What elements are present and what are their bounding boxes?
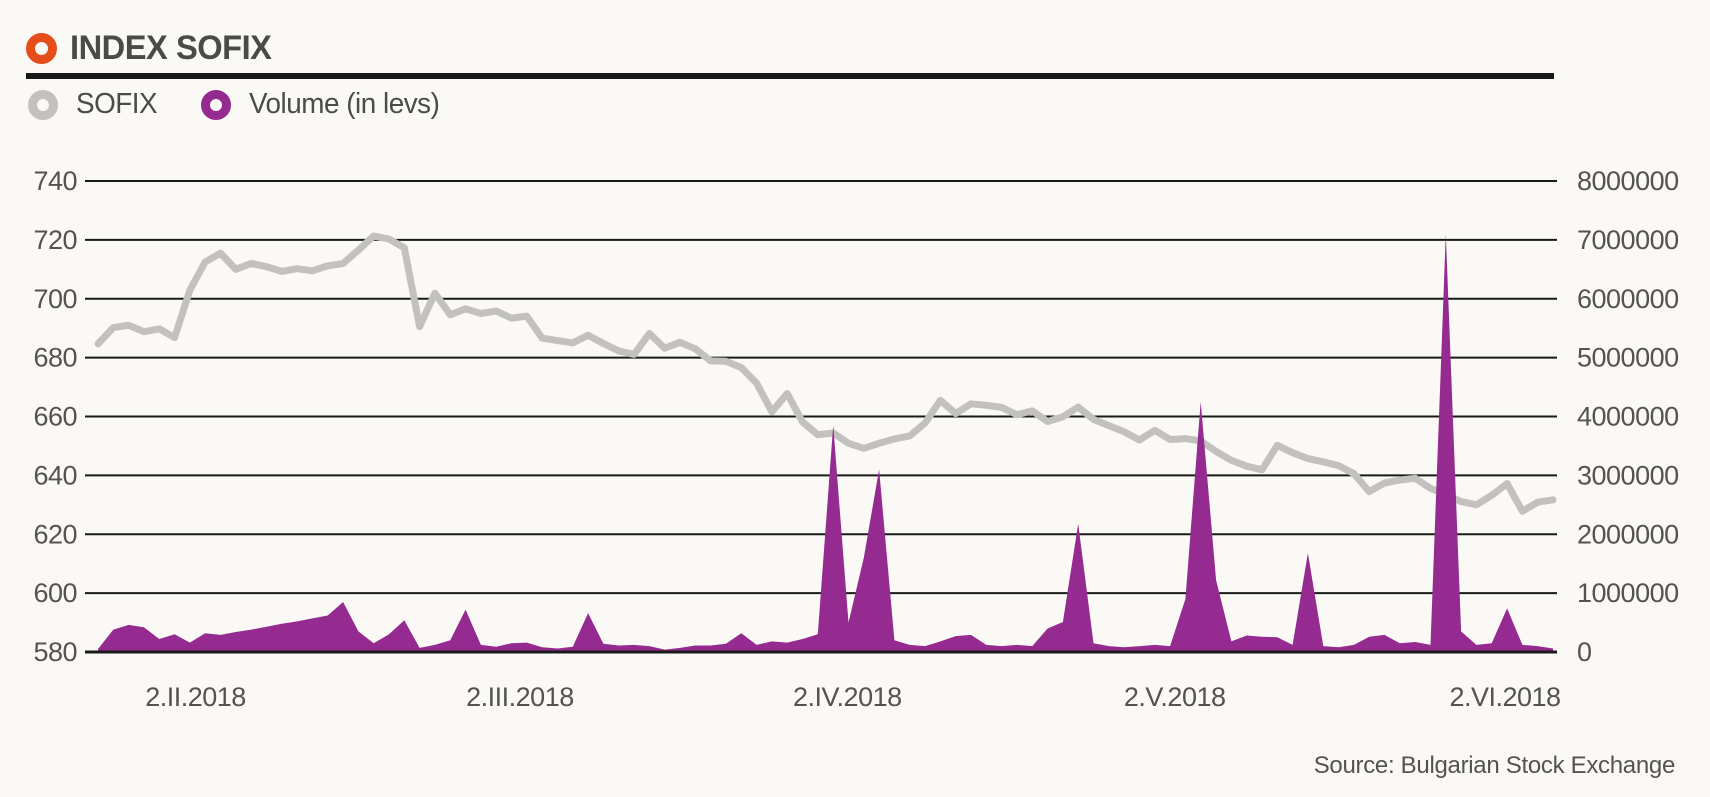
x-axis-tick-label: 2.V.2018 [1124, 682, 1226, 712]
right-axis-tick-label: 3000000 [1577, 460, 1679, 490]
left-axis-tick-label: 720 [33, 225, 77, 255]
right-axis-tick-label: 5000000 [1577, 343, 1679, 373]
chart-header: INDEX SOFIX [26, 28, 280, 68]
x-axis-tick-label: 2.VI.2018 [1449, 682, 1560, 712]
right-axis-tick-label: 4000000 [1577, 402, 1679, 432]
page-title: INDEX SOFIX [70, 29, 272, 67]
left-axis-tick-label: 700 [33, 284, 77, 314]
x-axis-tick-label: 2.III.2018 [466, 682, 574, 712]
right-axis-tick-label: 6000000 [1577, 284, 1679, 314]
legend-label-sofix: SOFIX [76, 88, 158, 120]
left-axis-tick-label: 580 [33, 637, 77, 667]
left-axis-tick-label: 620 [33, 519, 77, 549]
source-credit: Source: Bulgarian Stock Exchange [1313, 752, 1676, 779]
title-underline [26, 73, 1554, 79]
volume-area-series [98, 234, 1553, 652]
right-axis-tick-label: 2000000 [1577, 519, 1679, 549]
legend-item-sofix: SOFIX [28, 88, 161, 121]
left-axis-tick-label: 600 [33, 578, 77, 608]
x-axis-tick-label: 2.IV.2018 [793, 682, 902, 712]
right-axis-tick-label: 1000000 [1577, 578, 1679, 608]
bullet-icon [26, 32, 57, 64]
legend-label-volume: Volume (in levs) [248, 88, 440, 120]
right-axis-tick-label: 0 [1577, 637, 1592, 667]
left-axis-tick-label: 740 [33, 166, 77, 196]
chart-legend: SOFIX Volume (in levs) [28, 88, 447, 121]
legend-item-volume: Volume (in levs) [200, 88, 447, 121]
left-axis-tick-label: 660 [33, 402, 77, 432]
x-axis-tick-label: 2.II.2018 [145, 682, 246, 712]
left-axis-tick-label: 680 [33, 343, 77, 373]
sofix-legend-icon [28, 89, 58, 120]
right-axis-tick-label: 8000000 [1577, 166, 1679, 196]
sofix-line-series [94, 232, 1557, 515]
right-axis-tick-label: 7000000 [1577, 225, 1679, 255]
volume-legend-icon [200, 89, 231, 120]
left-axis-tick-label: 640 [33, 460, 77, 490]
